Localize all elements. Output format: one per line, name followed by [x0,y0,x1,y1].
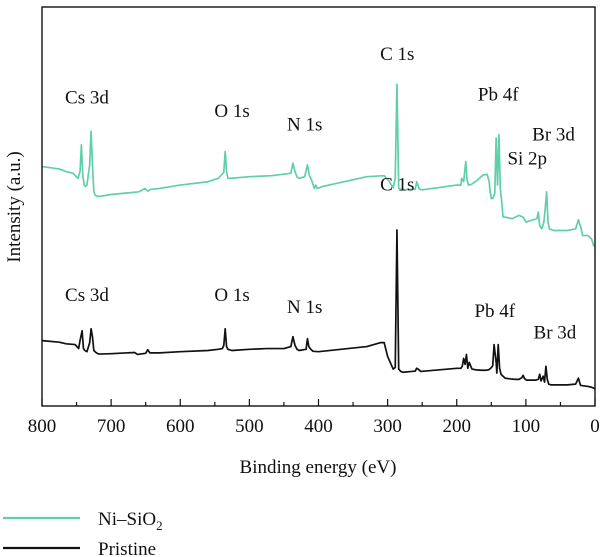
x-tick-label-600: 600 [166,416,195,437]
x-tick-label-300: 300 [373,416,402,437]
x-tick-label-800: 800 [28,416,57,437]
legend-label-ni-sio2-main: Ni–SiO [98,509,156,530]
peak-label-ni-c1s: C 1s [380,44,414,65]
series-layer [41,83,596,390]
peak-label-pr-n1s: N 1s [287,297,322,318]
x-tick-label-700: 700 [97,416,126,437]
x-tick-label-200: 200 [443,416,472,437]
y-axis-label: Intensity (a.u.) [4,151,25,262]
series-line-pristine [41,229,596,390]
peak-label-pr-pb4f: Pb 4f [474,301,515,322]
legend-label-ni-sio2-subscript: 2 [156,518,163,533]
x-tick-label-500: 500 [235,416,264,437]
legend-label-pristine: Pristine [98,539,156,557]
peak-label-pr-br3d: Br 3d [534,323,577,344]
peak-label-pr-o1s: O 1s [214,285,249,306]
x-tick-label-400: 400 [304,416,333,437]
peak-label-pr-c1s: C 1s [380,174,414,195]
legend-label-ni-sio2: Ni–SiO2 [98,509,163,533]
legend: Ni–SiO2 Pristine [3,509,163,557]
x-axis-label: Binding energy (eV) [240,457,397,478]
peak-label-ni-pb4f: Pb 4f [478,84,519,105]
peak-label-pr-cs3d: Cs 3d [65,285,109,306]
series-line-ni-sio2 [41,83,595,247]
plot-frame [41,6,596,407]
x-tick-label-100: 100 [512,416,541,437]
peak-label-ni-br3d: Br 3d [532,125,575,146]
peak-label-ni-cs3d: Cs 3d [65,88,109,109]
peak-label-ni-si2p: Si 2p [507,148,547,169]
peak-label-ni-o1s: O 1s [214,101,249,122]
peak-label-ni-n1s: N 1s [287,115,322,136]
x-axis-ticks: 800 700 600 500 400 300 200 100 0 [28,399,600,437]
x-tick-label-0: 0 [590,416,600,437]
